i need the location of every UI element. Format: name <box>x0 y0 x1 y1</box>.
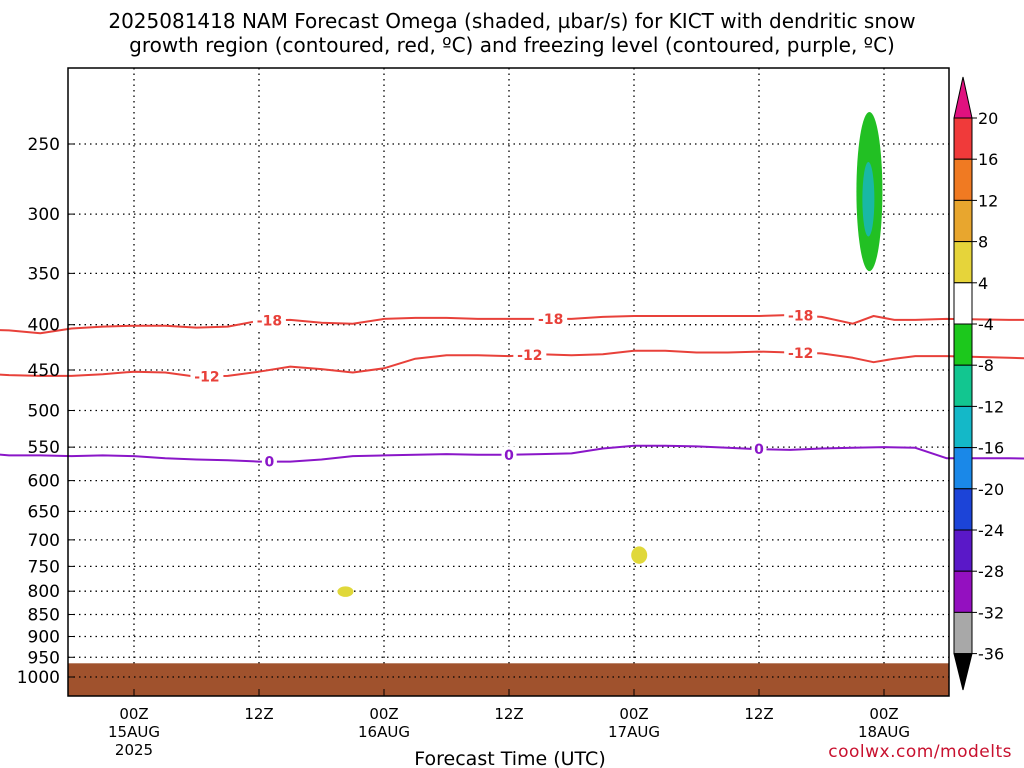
x-tick-label-1-0: 12Z <box>244 705 273 723</box>
y-tick-label-850: 850 <box>28 606 60 626</box>
y-tick-label-650: 650 <box>28 502 60 522</box>
x-tick-label-5-0: 12Z <box>744 705 773 723</box>
y-tick-label-450: 450 <box>28 361 60 381</box>
x-tick-label-2-0: 00Z <box>369 705 398 723</box>
y-tick-label-400: 400 <box>28 316 60 336</box>
y-tick-label-350: 350 <box>28 264 60 284</box>
y-tick-label-300: 300 <box>28 205 60 225</box>
y-tick-label-700: 700 <box>28 531 60 551</box>
colorbar-label-11: -28 <box>978 562 1004 581</box>
colorbar-label-9: -20 <box>978 480 1004 499</box>
x-tick-label-4-1: 17AUG <box>608 723 660 741</box>
colorbar-segment-2 <box>953 199 973 243</box>
colorbar-segment-5 <box>953 323 973 366</box>
contour-label-0-0: 0 <box>265 455 275 471</box>
colorbar-top-arrow <box>953 76 973 119</box>
colorbar-segment-1 <box>953 158 973 201</box>
y-tick-label-600: 600 <box>28 472 60 492</box>
teal-blob <box>862 162 875 237</box>
colorbar: 20 16 12 8 4 -4 -8 -12 -16 -20 -24 -28 -32 -36 <box>953 76 1004 691</box>
contour-label--18-2: -18 <box>788 309 813 325</box>
x-tick-label-6-0: 00Z <box>869 705 898 723</box>
contour-lines: -18 -18 -18 -12 -12 -12 0 0 0 <box>0 307 1024 471</box>
y-tick-label-900: 900 <box>28 627 60 647</box>
colorbar-segment-10 <box>953 529 973 572</box>
contour-label--12-2: -12 <box>788 346 813 362</box>
chart-title-line-1: 2025081418 NAM Forecast Omega (shaded, µ… <box>108 9 916 33</box>
x-tick-label-6-1: 18AUG <box>858 723 910 741</box>
x-tick-label-2-1: 16AUG <box>358 723 410 741</box>
omega-shading <box>337 111 883 597</box>
colorbar-bottom-arrow <box>953 653 973 691</box>
contour-line--18 <box>0 314 1024 335</box>
y-tick-label-500: 500 <box>28 402 60 422</box>
contour-label--12-0: -12 <box>194 369 219 385</box>
colorbar-segment-11 <box>953 570 973 613</box>
y-tick-label-1000: 1000 <box>17 668 60 688</box>
colorbar-segment-3 <box>953 241 973 284</box>
colorbar-label-5: -4 <box>978 315 994 334</box>
colorbar-label-10: -24 <box>978 521 1004 540</box>
chart-title-line-2: growth region (contoured, red, ºC) and f… <box>129 33 895 57</box>
contour-line--12 <box>0 349 1024 378</box>
y-tick-label-250: 250 <box>28 135 60 155</box>
contour-label-bg-0-0 <box>261 453 277 470</box>
x-tick-label-4-0: 00Z <box>619 705 648 723</box>
colorbar-label-0: 20 <box>978 109 998 128</box>
credit-text: coolwx.com/modelts <box>828 742 1012 762</box>
x-tick-label-3-0: 12Z <box>494 705 523 723</box>
contour-label--18-0: -18 <box>257 314 282 330</box>
colorbar-segment-9 <box>953 488 973 531</box>
colorbar-label-12: -32 <box>978 603 1004 622</box>
x-tick-label-0-2: 2025 <box>115 741 153 759</box>
y-tick-label-800: 800 <box>28 582 60 602</box>
colorbar-label-7: -12 <box>978 397 1004 416</box>
yellow-blob-2 <box>631 546 648 564</box>
contour-line-0 <box>0 444 1024 463</box>
contour-label-bg--18-2 <box>784 307 818 324</box>
x-tick-label-0-0: 00Z <box>119 705 148 723</box>
y-tick-label-550: 550 <box>28 438 60 458</box>
colorbar-label-2: 12 <box>978 191 998 210</box>
colorbar-label-13: -36 <box>978 645 1004 664</box>
colorbar-label-3: 8 <box>978 233 988 252</box>
colorbar-segment-0 <box>953 117 973 160</box>
y-tick-label-750: 750 <box>28 557 60 577</box>
contour-label-bg-0-1 <box>501 446 517 463</box>
y-tick-label-950: 950 <box>28 648 60 668</box>
colorbar-segment-7 <box>953 405 973 449</box>
contour-label-bg--12-2 <box>784 344 818 361</box>
yellow-blob-1 <box>337 586 354 597</box>
contour-label-bg--18-1 <box>534 310 568 327</box>
colorbar-label-4: 4 <box>978 274 988 293</box>
colorbar-segment-12 <box>953 611 973 655</box>
contour-label--18-1: -18 <box>538 312 563 328</box>
colorbar-segment-6 <box>953 364 973 407</box>
contour-label-bg-0-2 <box>751 441 767 458</box>
contour-label-0-1: 0 <box>504 448 514 464</box>
colorbar-segment-4 <box>953 282 973 325</box>
y-axis-ticks: 2503003504004505005506006507007508008509… <box>17 135 75 688</box>
x-tick-label-0-1: 15AUG <box>108 723 160 741</box>
colorbar-label-6: -8 <box>978 356 994 375</box>
colorbar-segment-8 <box>953 447 973 490</box>
contour-label-bg--18-0 <box>252 312 286 329</box>
colorbar-label-8: -16 <box>978 439 1004 458</box>
contour-label-bg--12-1 <box>513 346 547 363</box>
contour-label--12-1: -12 <box>517 348 542 364</box>
x-axis-label: Forecast Time (UTC) <box>414 748 605 768</box>
colorbar-label-1: 16 <box>978 150 998 169</box>
contour-label-bg--12-0 <box>190 368 224 385</box>
contour-label-0-2: 0 <box>754 442 764 458</box>
